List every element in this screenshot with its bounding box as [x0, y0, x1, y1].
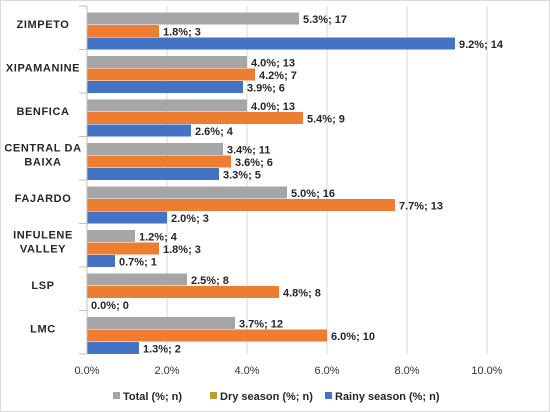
bar-rainy	[87, 342, 139, 354]
bar-dry	[87, 25, 159, 37]
category-label: BENFICA	[16, 106, 69, 118]
bar-total	[87, 186, 287, 199]
category-label: LMC	[30, 323, 56, 335]
data-label: 4.2%; 7	[259, 70, 297, 82]
x-tick-label: 0.0%	[74, 365, 99, 377]
data-label: 4.8%; 8	[283, 287, 321, 299]
data-label: 9.2%; 14	[459, 39, 504, 51]
data-label: 3.6%; 6	[235, 157, 273, 169]
bar-total	[87, 12, 299, 25]
x-tick-label: 6.0%	[314, 365, 339, 377]
bar-rainy	[87, 255, 115, 267]
x-tick-label: 4.0%	[234, 365, 259, 377]
data-label: 3.9%; 6	[247, 82, 285, 94]
bar-dry	[87, 242, 159, 255]
data-label: 6.0%; 10	[331, 331, 375, 343]
data-label: 3.7%; 12	[239, 318, 283, 330]
bar-total	[87, 143, 223, 155]
data-label: 5.4%; 9	[307, 113, 345, 125]
bar-total	[87, 317, 235, 329]
bar-dry	[87, 68, 255, 81]
legend-label: Rainy season (%; n)	[335, 391, 440, 403]
data-label: 7.7%; 13	[399, 200, 443, 212]
category-label-line: BENFICA	[16, 106, 69, 118]
legend-swatch	[113, 392, 120, 399]
data-label: 1.3%; 2	[143, 343, 181, 355]
bar-dry	[87, 329, 327, 342]
bar-rainy	[87, 81, 243, 93]
category-label: LSP	[31, 280, 54, 292]
data-label: 1.2%; 4	[139, 231, 178, 243]
bar-rainy	[87, 124, 191, 137]
bar-dry	[87, 199, 395, 211]
bar-total	[87, 273, 187, 286]
data-label: 3.3%; 5	[223, 169, 261, 181]
x-tick-label: 8.0%	[394, 365, 419, 377]
category-label-line: LMC	[30, 323, 56, 335]
category-label: INFULENE VALLEY	[13, 229, 73, 255]
category-label-line: LSP	[31, 280, 54, 292]
category-label-line: FAJARDO	[15, 193, 72, 205]
x-tick-label: 10.0%	[471, 365, 502, 377]
data-label: 4.0%; 13	[251, 57, 295, 69]
category-label-line: BAIXA	[24, 156, 61, 168]
category-label-line: INFULENE	[13, 229, 73, 241]
bar-total	[87, 99, 247, 112]
data-label: 5.0%; 16	[291, 188, 335, 200]
bar-rainy	[87, 37, 455, 50]
bar-total	[87, 230, 135, 242]
data-label: 1.8%; 3	[163, 244, 201, 256]
x-tick-label: 2.0%	[154, 365, 179, 377]
category-label: XIPAMANINE	[6, 62, 80, 74]
bar-dry	[87, 112, 303, 124]
data-label: 2.5%; 8	[191, 275, 229, 287]
data-label: 3.4%; 11	[227, 144, 270, 156]
bar-rainy	[87, 211, 167, 224]
category-label-line: VALLEY	[20, 243, 66, 255]
category-label-line: CENTRAL DA	[4, 142, 81, 154]
legend-label: Dry season (%; n)	[220, 391, 313, 403]
data-label: 2.6%; 4	[195, 126, 234, 138]
data-label: 5.3%; 17	[303, 14, 347, 26]
bar-total	[87, 56, 247, 68]
category-label-line: ZIMPETO	[17, 19, 70, 31]
category-label: CENTRAL DA BAIXA	[4, 142, 81, 168]
bar-rainy	[87, 168, 219, 180]
legend-swatch	[325, 392, 332, 399]
data-label: 0.7%; 1	[119, 256, 157, 268]
data-label: 4.0%; 13	[251, 101, 295, 113]
data-label: 0.0%; 0	[91, 300, 129, 312]
category-label: ZIMPETO	[17, 19, 70, 31]
category-label-line: XIPAMANINE	[6, 62, 80, 74]
bar-dry	[87, 286, 279, 298]
data-label: 1.8%; 3	[163, 26, 201, 38]
legend-label: Total (%; n)	[123, 391, 182, 403]
category-label: FAJARDO	[15, 193, 72, 205]
data-label: 2.0%; 3	[171, 213, 209, 225]
bar-dry	[87, 155, 231, 168]
legend-swatch	[210, 392, 217, 399]
